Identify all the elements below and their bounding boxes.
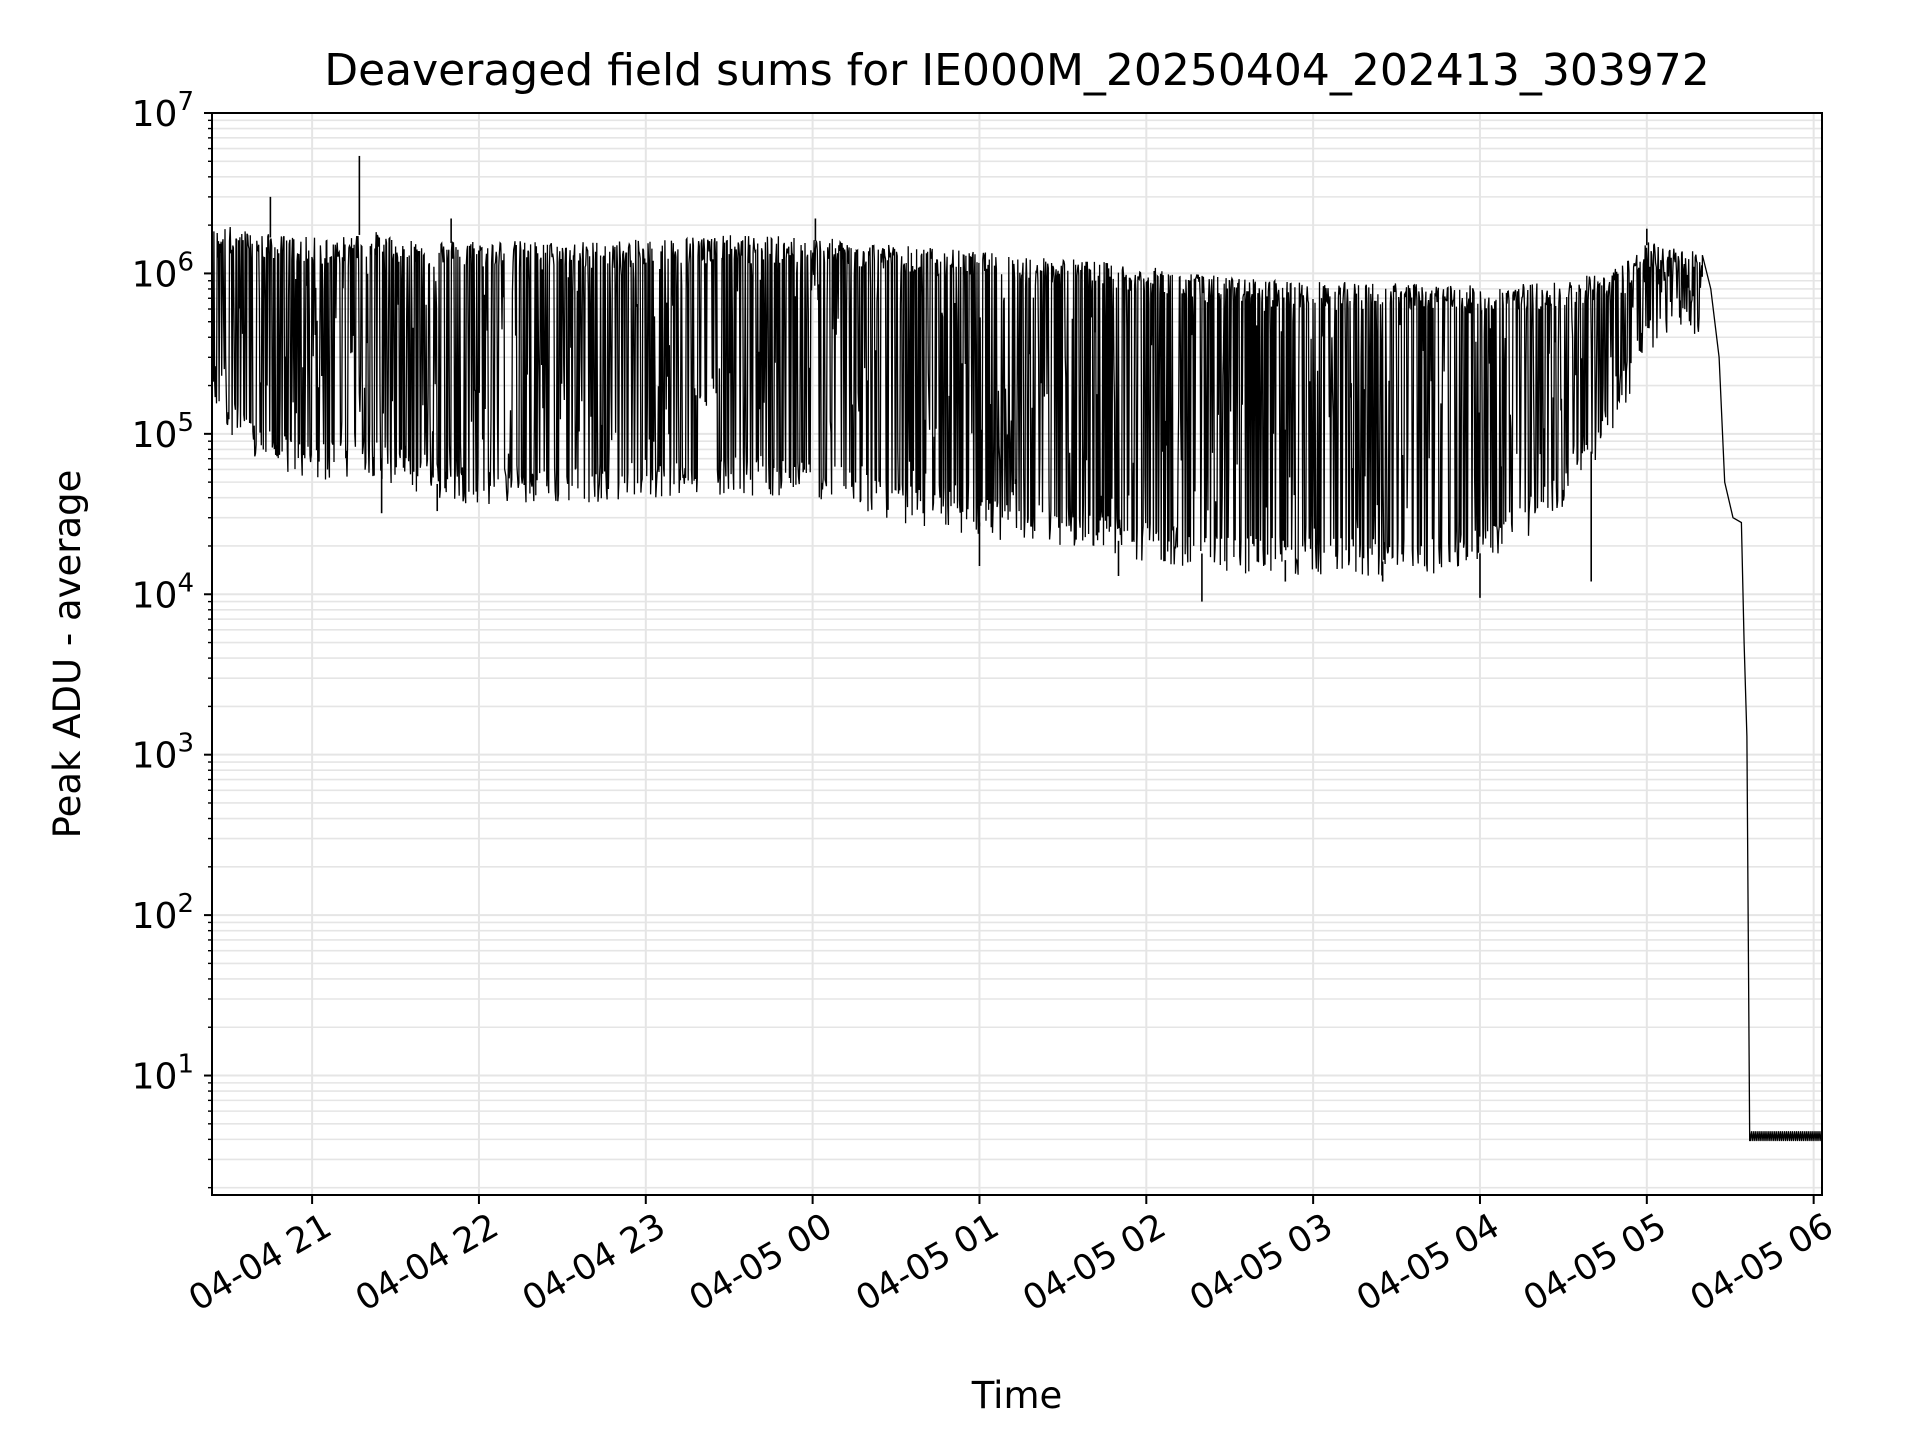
y-tick-label: 107 [132, 87, 194, 135]
y-tick-label: 103 [132, 729, 194, 777]
plot-frame [211, 112, 1823, 1196]
series-line [211, 226, 1823, 1142]
y-tick-label: 104 [132, 568, 194, 616]
y-axis-label: Peak ADU - average [46, 470, 89, 839]
y-tick-label: 105 [132, 408, 194, 456]
grid [212, 113, 1822, 1195]
y-tick-label: 102 [132, 889, 194, 937]
data-series [211, 155, 1823, 1142]
y-tick-label: 101 [132, 1050, 194, 1098]
y-tick-label: 106 [132, 247, 194, 295]
chart-title: Deaveraged field sums for IE000M_2025040… [324, 45, 1710, 96]
x-axis-label: Time [971, 1374, 1063, 1417]
